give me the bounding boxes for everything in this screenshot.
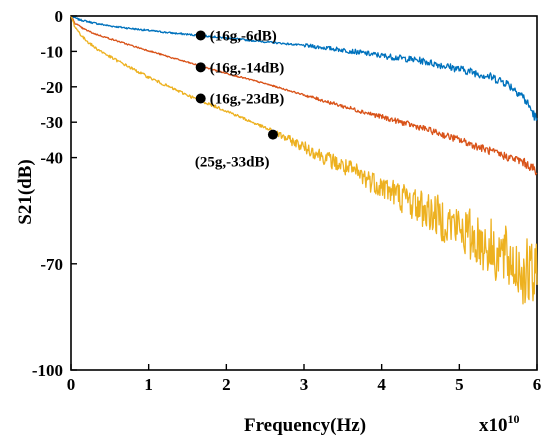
data-marker-1 — [195, 30, 206, 41]
x-axis-multiplier: x1010 — [479, 412, 520, 436]
axes-layer: 0 1 2 3 4 5 6 0 -10 -20 -30 -40 -70 -100 — [32, 7, 541, 394]
plot-frame — [70, 15, 538, 371]
x-tick-label: 3 — [300, 375, 309, 394]
data-marker-2 — [195, 62, 206, 73]
x-tick-label: 5 — [455, 375, 464, 394]
data-marker-3 — [195, 93, 206, 104]
y-axis-title: S21(dB) — [15, 159, 36, 224]
y-tick-label: -30 — [40, 113, 63, 132]
series-line-1 — [70, 15, 538, 121]
marker-label-3: (16g,-23dB) — [210, 91, 285, 107]
y-tick-label: -70 — [40, 255, 63, 274]
x-axis-multiplier-base: x10 — [479, 415, 508, 436]
plot-area — [70, 15, 538, 371]
x-tick-label: 6 — [533, 375, 542, 394]
series-layer — [70, 15, 538, 305]
marker-layer: (16g,-6dB) (16g,-14dB) (16g,-23dB) (25g,-33… — [195, 28, 284, 170]
series-line-3 — [70, 15, 538, 305]
y-tick-label: 0 — [55, 7, 64, 26]
data-marker-4 — [267, 129, 278, 140]
x-tick-label: 0 — [67, 375, 76, 394]
x-axis-title: Frequency(Hz) — [244, 415, 366, 436]
y-tick-label: -10 — [40, 42, 63, 61]
marker-label-2: (16g,-14dB) — [210, 60, 285, 76]
series-line-2 — [70, 15, 538, 176]
y-tick-label: -40 — [40, 149, 63, 168]
y-tick-label: -100 — [32, 361, 63, 380]
marker-label-4: (25g,-33dB) — [195, 155, 270, 171]
x-tick-label: 4 — [377, 375, 386, 394]
x-axis-multiplier-exponent: 10 — [508, 412, 520, 426]
marker-label-1: (16g,-6dB) — [210, 28, 277, 44]
x-tick-label: 2 — [222, 375, 231, 394]
y-tick-label: -20 — [40, 78, 63, 97]
x-tick-label: 1 — [144, 375, 153, 394]
